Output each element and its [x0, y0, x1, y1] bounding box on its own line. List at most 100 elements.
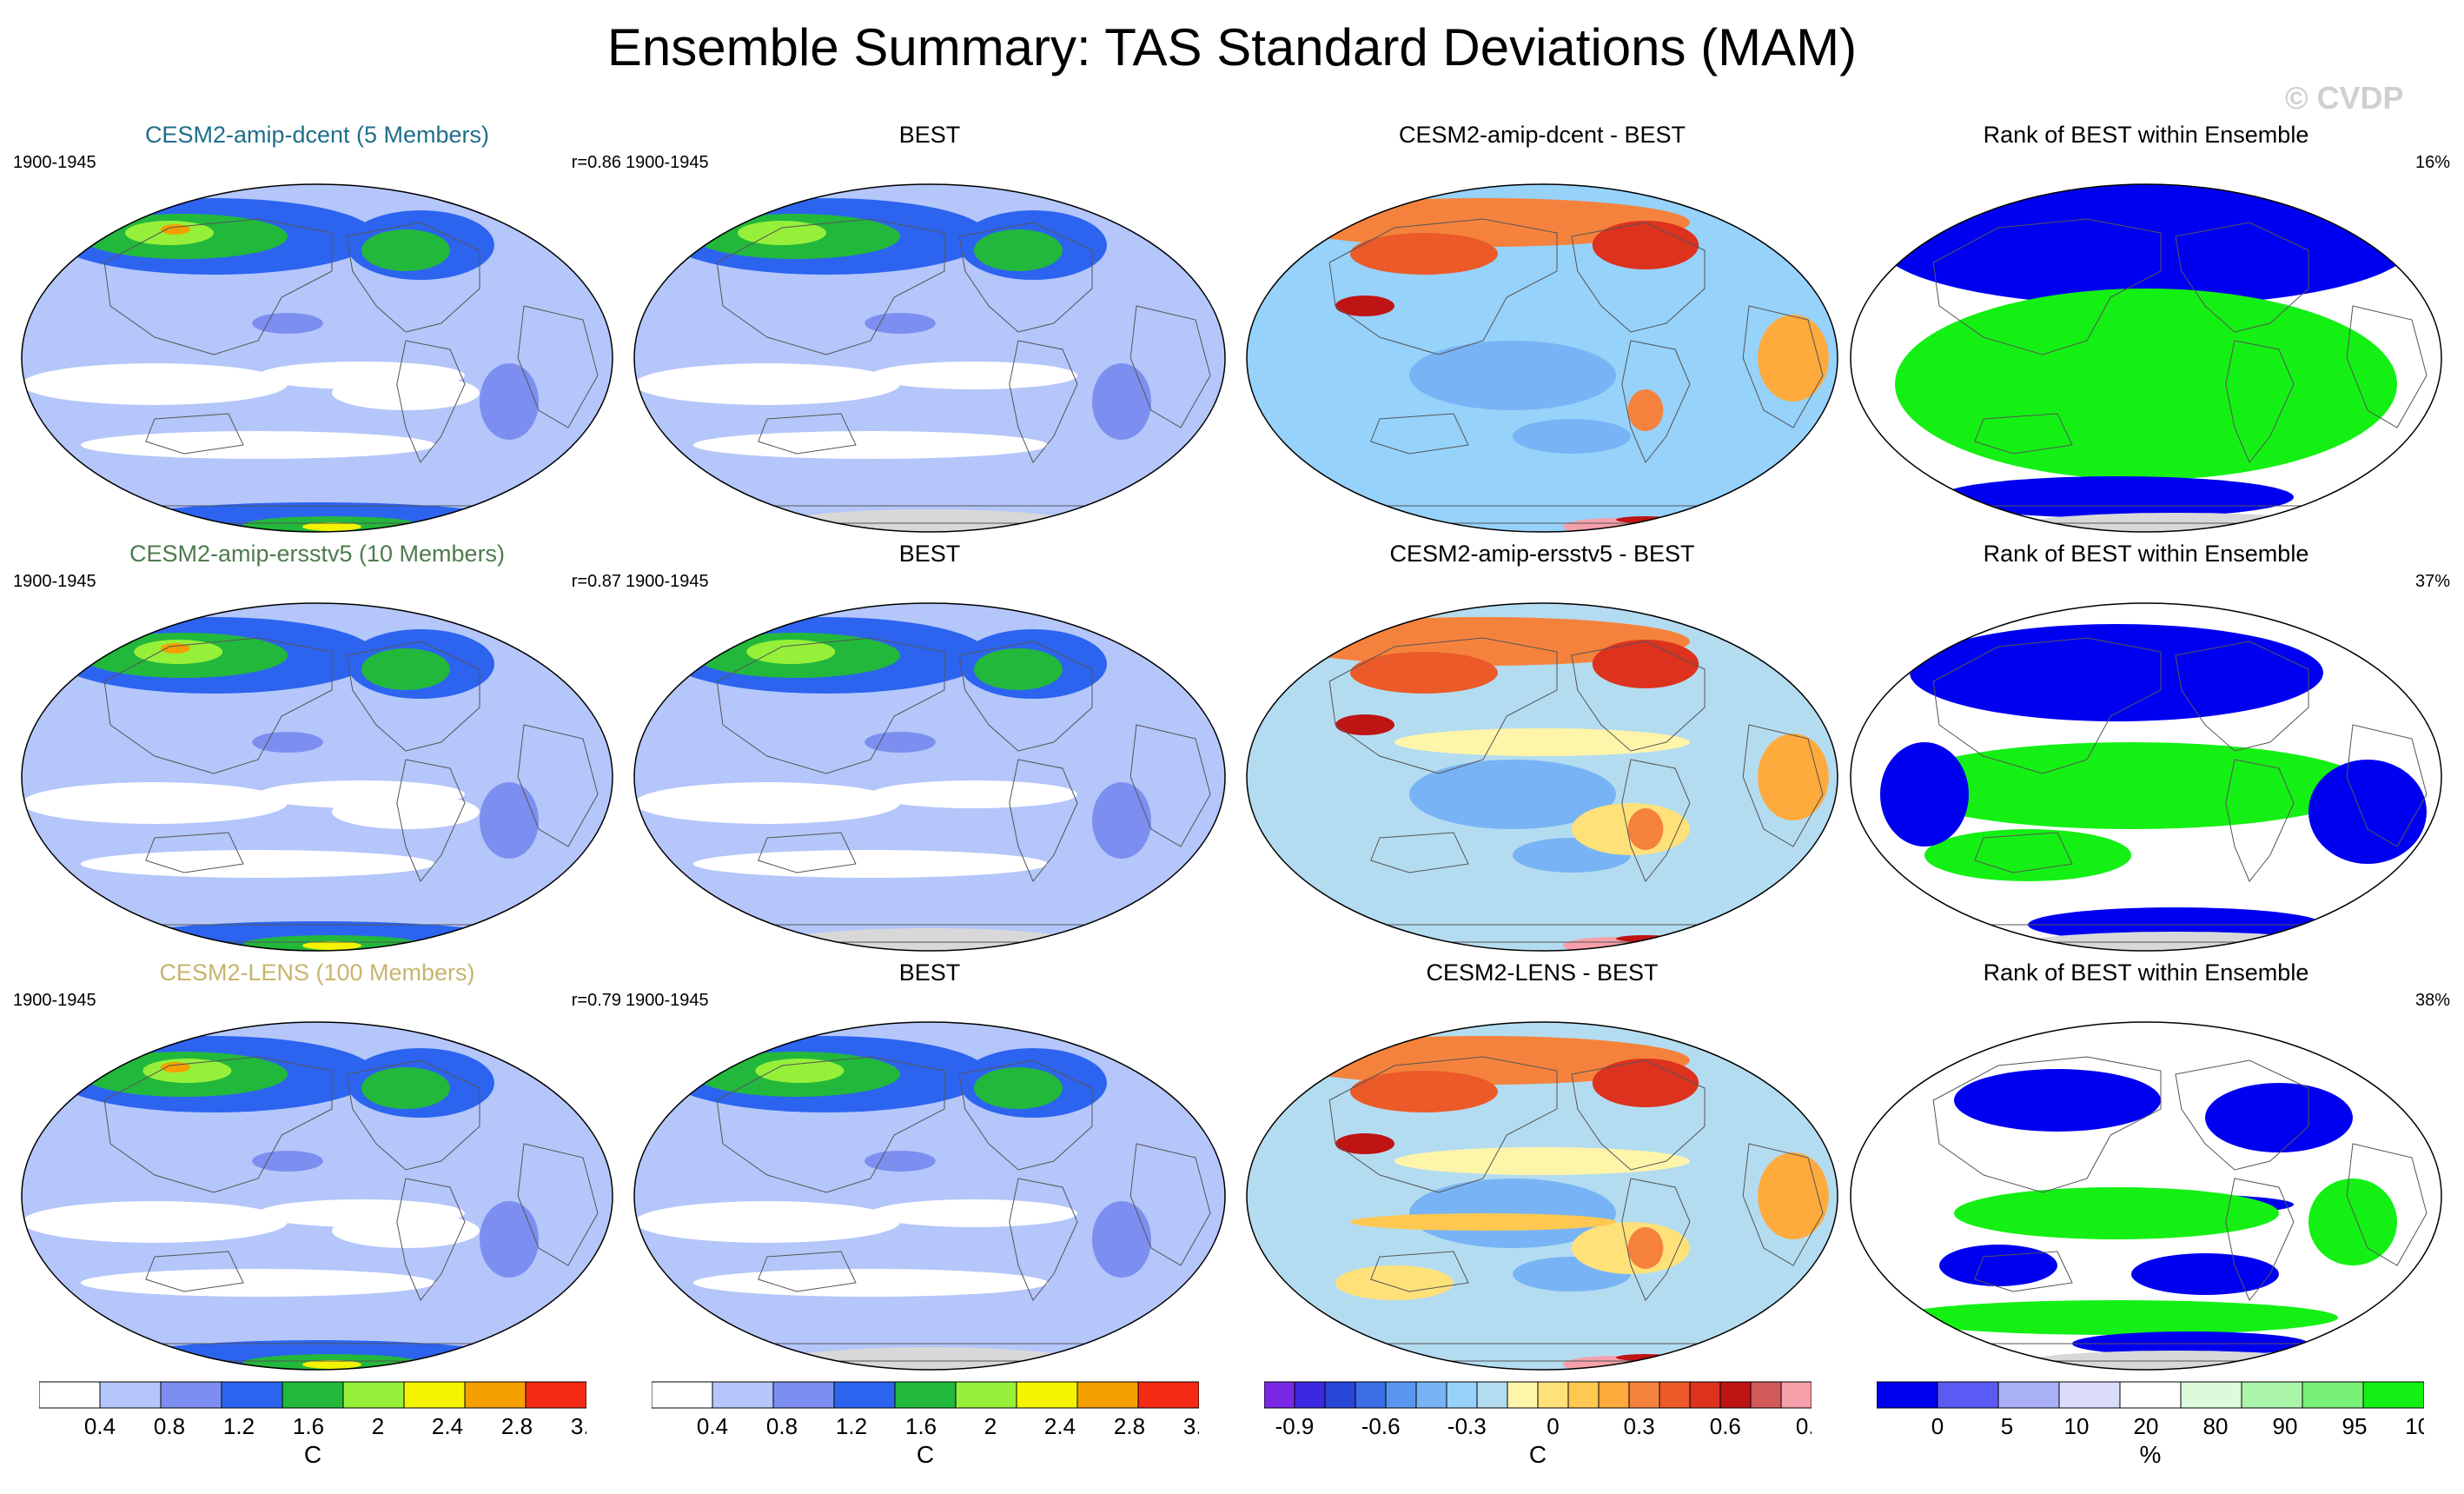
coastline: [1129, 305, 1211, 428]
coastline: [1370, 832, 1469, 873]
low-variance-band: [22, 782, 288, 824]
rank-low: [1880, 742, 1969, 847]
panel-diff-row2: CESM2-amip-ersstv5 - BEST: [1238, 541, 1846, 958]
colorbar-label: 1.6: [905, 1413, 937, 1439]
colorbar-label: 2.8: [1114, 1413, 1145, 1439]
colorbar-box: [2362, 1381, 2425, 1409]
rank-low: [1910, 624, 2323, 721]
std-colorbar: 0.4 0.8 1.2 1.6 2 2.4 2.8 3.2 C: [38, 1380, 602, 1493]
panel-title: CESM2-LENS - BEST: [1426, 959, 1659, 986]
diff-negative-core: [1739, 488, 1788, 506]
coastline: [1932, 1056, 2162, 1193]
coastline: [396, 1178, 466, 1301]
colorbar-unit: C: [916, 1441, 935, 1468]
coastline: [758, 832, 857, 873]
panel-title: CESM2-amip-ersstv5 (10 Members): [129, 541, 506, 567]
diff-map: [1246, 183, 1838, 533]
antarctic-variance: [302, 1360, 361, 1369]
coastline: [2225, 340, 2295, 463]
coastline: [2175, 1059, 2309, 1171]
panel-title: Rank of BEST within Ensemble: [1983, 122, 2309, 148]
colorbar-box: [1750, 1381, 1782, 1409]
colorbar-box: [1937, 1381, 1999, 1409]
rank-low: [1939, 476, 2294, 518]
panel-title: CESM2-amip-dcent (5 Members): [144, 122, 490, 148]
diff-positive: [1335, 1133, 1394, 1154]
panel-title: Rank of BEST within Ensemble: [1983, 541, 2309, 567]
colorbar-box: [1719, 1381, 1752, 1409]
map-border: [633, 183, 1226, 533]
colorbar-box: [1598, 1381, 1630, 1409]
coastline: [2175, 641, 2309, 752]
colorbar-box: [403, 1381, 466, 1409]
coastline: [2346, 305, 2428, 428]
colorbar-box: [1294, 1381, 1326, 1409]
diff-positive: [1592, 640, 1699, 688]
panel-rank-row2: Rank of BEST within Ensemble 37%: [1842, 541, 2450, 958]
coastline: [1742, 1143, 1824, 1266]
antarctic-variance: [302, 522, 361, 531]
coastline: [346, 1059, 480, 1171]
rank-colorbar: 0 5 10 20 80 90 95 100 %: [1876, 1380, 2443, 1493]
coastline: [103, 637, 333, 774]
diff-positive: [1394, 728, 1690, 756]
low-variance-band: [81, 1269, 435, 1297]
colorbar-box: [1355, 1381, 1387, 1409]
colorbar-unit: %: [2139, 1441, 2162, 1468]
colorbar-label: 100: [2405, 1413, 2424, 1439]
map-border: [1246, 602, 1838, 952]
std-map: [21, 183, 613, 533]
colorbar-box: [772, 1381, 835, 1409]
high-variance-core: [746, 640, 836, 664]
colorbar-box: [1446, 1381, 1478, 1409]
colorbar-box: [221, 1381, 283, 1409]
map-border: [1246, 183, 1838, 533]
colorbar-label: 2.4: [1044, 1413, 1076, 1439]
colorbar-label: 1.6: [293, 1413, 324, 1439]
panel-title: BEST: [898, 122, 961, 148]
coastline: [145, 832, 244, 873]
diff-negative: [1513, 419, 1631, 454]
variance-patch: [864, 313, 936, 334]
diff-negative: [1409, 1179, 1616, 1248]
colorbar-box: [1385, 1381, 1417, 1409]
colorbar-box: [1567, 1381, 1600, 1409]
low-variance-band: [332, 375, 480, 410]
colorbar-label: 95: [2342, 1413, 2368, 1439]
coastline: [2346, 1143, 2428, 1266]
panel-correlation: r=0.86: [571, 153, 621, 172]
low-variance-band: [22, 1201, 288, 1243]
rank-high: [1895, 289, 2397, 480]
rank-high: [1895, 1300, 2338, 1335]
colorbar-label: 0.9: [1796, 1413, 1812, 1439]
colorbar-label: 0.4: [697, 1413, 728, 1439]
coastline: [2346, 724, 2428, 847]
variance-patch: [864, 732, 936, 753]
colorbar-label: 80: [2203, 1413, 2229, 1439]
coastline: [1370, 413, 1469, 455]
panel-rank-percent: 16%: [2414, 153, 2450, 172]
colorbar-label: 5: [2001, 1413, 2013, 1439]
high-variance-core: [755, 1059, 845, 1083]
coastline: [758, 413, 857, 455]
colorbar-box: [1659, 1381, 1691, 1409]
colorbar-svg: 0.4 0.8 1.2 1.6 2 2.4 2.8 3.2: [38, 1381, 602, 1439]
variance-patch: [1092, 363, 1151, 440]
rank-low: [1939, 1245, 2057, 1286]
coastline: [145, 413, 244, 455]
antarctic-variance: [302, 941, 361, 950]
colorbar-box: [342, 1381, 405, 1409]
panel-title: CESM2-amip-ersstv5 - BEST: [1389, 541, 1695, 567]
std-map: [21, 602, 613, 952]
panel-correlation: r=0.87: [571, 572, 621, 591]
high-variance-region: [974, 1067, 1063, 1109]
low-variance-band: [693, 1269, 1048, 1297]
low-variance-band: [871, 362, 1077, 389]
coastline: [517, 724, 599, 847]
diff-positive: [1592, 221, 1699, 269]
colorbar-label: 0.3: [1624, 1413, 1655, 1439]
map-border: [1850, 602, 2442, 952]
coastline: [517, 305, 599, 428]
colorbar-box: [712, 1381, 774, 1409]
rank-high: [2308, 1179, 2397, 1265]
